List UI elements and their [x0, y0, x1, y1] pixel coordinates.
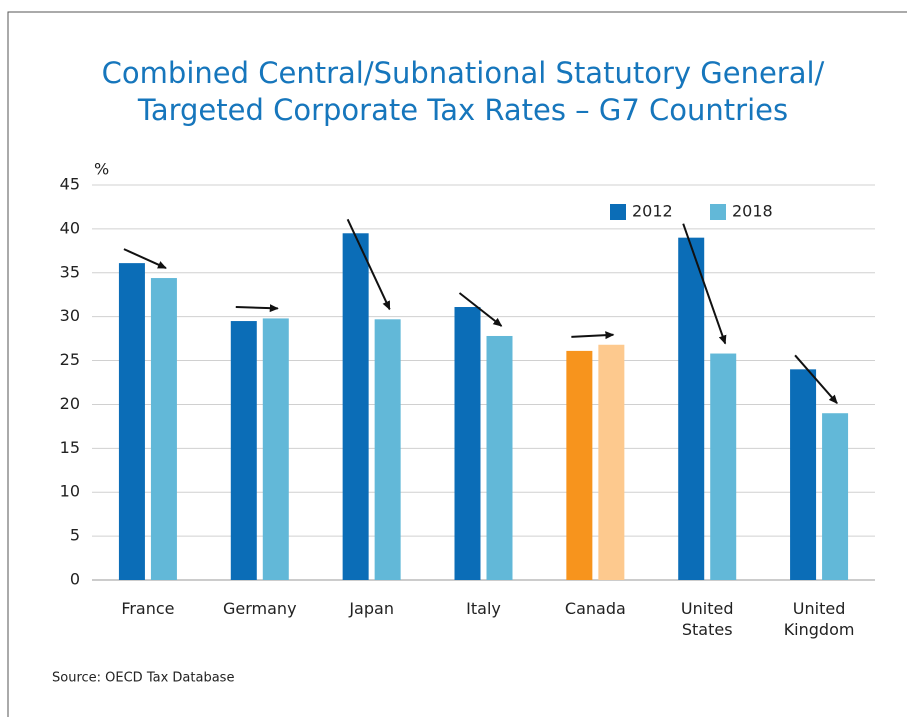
bar [374, 319, 401, 580]
x-tick-label-line: Italy [466, 599, 501, 618]
x-tick-label-line: Germany [223, 599, 297, 618]
source: Source: OECD Tax Database [52, 671, 234, 686]
bar [150, 278, 177, 580]
y-tick-label: 10 [60, 482, 80, 501]
legend-swatch [710, 204, 726, 220]
x-tick-label: United Kingdom [784, 599, 855, 639]
legend-label: 2018 [732, 202, 773, 221]
change-arrow [682, 223, 727, 345]
bar [342, 233, 369, 580]
x-tick-label-line: Kingdom [784, 620, 855, 639]
change-arrow [794, 354, 838, 404]
change-arrow [123, 248, 167, 269]
change-arrow [235, 304, 279, 313]
bar [262, 318, 289, 580]
bar [678, 237, 705, 580]
x-tick-label: Japan [348, 599, 394, 618]
y-tick-label: 45 [60, 175, 80, 194]
bar [790, 369, 817, 580]
y-tick-label: 0 [70, 570, 80, 589]
x-tick-label-line: Japan [348, 599, 394, 618]
x-tick-label-line: United [681, 599, 734, 618]
change-arrow [571, 331, 615, 340]
frame [7, 11, 907, 717]
y-axis-label: % [94, 160, 109, 179]
bar [230, 321, 257, 580]
y-tick-label: 5 [70, 526, 80, 545]
change-arrow [458, 292, 503, 327]
change-arrow [346, 218, 391, 311]
y-tick-label: 15 [60, 438, 80, 457]
x-tick-label-line: United [793, 599, 846, 618]
x-tick-label-line: Canada [565, 599, 626, 618]
chart-title: Targeted Corporate Tax Rates – G7 Countr… [137, 93, 788, 127]
legend-label: 2012 [632, 202, 673, 221]
y-tick-label: 40 [60, 218, 80, 237]
bar [710, 353, 737, 580]
x-tick-label: France [121, 599, 174, 618]
x-tick-label-line: States [682, 620, 733, 639]
y-tick-label: 30 [60, 306, 80, 325]
bar [486, 335, 513, 580]
y-tick-label: 35 [60, 262, 80, 281]
bar [822, 413, 849, 580]
x-tick-label-line: France [121, 599, 174, 618]
x-tick-label: Germany [223, 599, 297, 618]
x-tick-label: Italy [466, 599, 501, 618]
bar [566, 350, 593, 580]
bar [454, 307, 481, 580]
x-tick-label: United States [681, 599, 734, 639]
bar [598, 344, 625, 580]
bar [118, 263, 145, 580]
y-tick-label: 20 [60, 394, 80, 413]
legend-swatch [610, 204, 626, 220]
y-tick-label: 25 [60, 350, 80, 369]
chart-title: Combined Central/Subnational Statutory G… [102, 56, 825, 90]
x-tick-label: Canada [565, 599, 626, 618]
